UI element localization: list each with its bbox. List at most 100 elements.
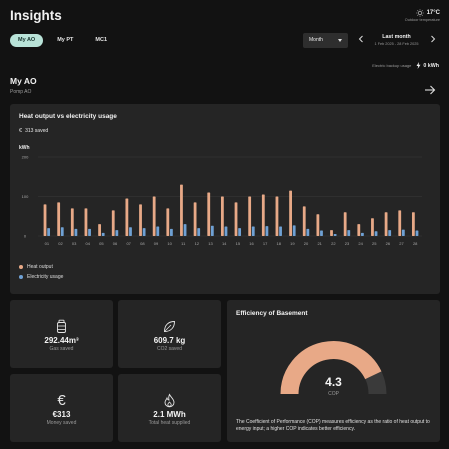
x-tick-label: 04 xyxy=(86,241,91,246)
bar-heat-output xyxy=(180,184,183,236)
stat-card-co2-saved: 609.7 kg CO2 saved xyxy=(118,300,221,368)
x-tick-label: 28 xyxy=(413,241,418,246)
bar-heat-output xyxy=(98,224,101,236)
lightning-icon xyxy=(416,62,421,69)
legend-heat-output: Heat output xyxy=(19,264,63,270)
bar-electricity-usage xyxy=(374,231,378,236)
bar-heat-output xyxy=(70,208,74,236)
bar-electricity-usage xyxy=(388,230,392,236)
tab-my-pt[interactable]: My PT xyxy=(57,37,74,43)
arrow-right-icon xyxy=(425,85,436,95)
chevron-left-icon xyxy=(358,35,363,43)
flame-icon xyxy=(164,393,175,408)
euro-icon: € xyxy=(19,128,23,134)
date-navigator: Last month 1 Feb 2025 - 28 Feb 2025 xyxy=(355,33,440,49)
x-tick-label: 15 xyxy=(236,241,241,246)
chart-saved-summary: € 313 saved xyxy=(19,128,48,134)
bar-heat-output xyxy=(43,204,47,236)
bar-heat-output xyxy=(316,214,320,236)
next-period-button[interactable] xyxy=(429,35,437,45)
bar-heat-output xyxy=(248,196,252,236)
legend-heat-output-swatch xyxy=(19,265,23,269)
device-details-button[interactable] xyxy=(424,82,436,95)
stat-card-total-heat: 2.1 MWh Total heat supplied xyxy=(118,374,221,442)
bar-heat-output xyxy=(343,212,347,236)
bar-heat-output xyxy=(166,208,170,236)
bar-heat-output xyxy=(152,196,156,236)
weather-widget: 17°C Outdoor temperature xyxy=(405,9,440,22)
money-saved-value: €313 xyxy=(52,410,71,419)
x-tick-label: 24 xyxy=(358,241,363,246)
chart-title: Heat output vs electricity usage xyxy=(19,113,117,120)
bar-electricity-usage xyxy=(251,226,255,236)
heat-electricity-bar-chart: kWh 0 100 200 01 02 03 04 05 06 07 08 09 10 11 12 13 14 15… xyxy=(19,145,422,246)
tab-mc1[interactable]: MC1 xyxy=(95,37,108,43)
co2-saved-label: CO2 saved xyxy=(156,346,182,352)
previous-period-button[interactable] xyxy=(357,35,365,45)
cop-gauge xyxy=(280,341,387,395)
legend-electricity-usage: Electricity usage xyxy=(19,274,63,280)
bar-electricity-usage xyxy=(333,234,337,236)
gas-canister-icon xyxy=(57,319,66,333)
gas-saved-label: Gas saved xyxy=(49,346,74,352)
bar-heat-output xyxy=(275,196,279,236)
bar-electricity-usage xyxy=(306,228,310,236)
bar-heat-output xyxy=(411,212,415,236)
legend-heat-output-label: Heat output xyxy=(27,264,53,270)
x-tick-label: 17 xyxy=(263,241,268,246)
bar-electricity-usage xyxy=(347,230,351,236)
device-title: My AO xyxy=(10,76,37,86)
bar-electricity-usage xyxy=(238,228,242,236)
electric-backup-usage: Electric backup usage 0 kWh xyxy=(372,62,439,69)
bar-heat-output xyxy=(289,190,292,236)
x-tick-label: 03 xyxy=(72,241,77,246)
cop-value: 4.3 xyxy=(325,375,342,389)
stat-card-gas-saved: 292.44m³ Gas saved xyxy=(10,300,113,368)
backup-value: 0 kWh xyxy=(423,62,439,69)
x-tick-label: 08 xyxy=(140,241,145,246)
bar-heat-output xyxy=(398,210,402,236)
bar-heat-output xyxy=(384,212,388,236)
bar-electricity-usage xyxy=(415,230,419,236)
chart-saved-value: 313 saved xyxy=(25,128,49,134)
gas-saved-value: 292.44m³ xyxy=(44,336,79,345)
chevron-down-icon xyxy=(338,39,342,42)
bar-heat-output xyxy=(193,202,197,236)
sun-icon xyxy=(415,9,424,17)
page-title: Insights xyxy=(10,8,62,23)
bar-electricity-usage xyxy=(265,226,269,236)
bar-electricity-usage xyxy=(197,228,201,236)
x-tick-label: 27 xyxy=(399,241,404,246)
x-tick-label: 06 xyxy=(113,241,118,246)
bar-heat-output xyxy=(125,198,129,236)
tab-my-ao[interactable]: My AO xyxy=(10,34,44,47)
x-tick-label: 14 xyxy=(222,241,227,246)
efficiency-card: Efficiency of Basement 4.3 COP The Coeff… xyxy=(227,300,440,442)
bar-electricity-usage xyxy=(401,229,405,236)
x-tick-label: 11 xyxy=(181,241,186,246)
bar-heat-output xyxy=(84,208,88,236)
bar-heat-output xyxy=(220,196,224,236)
bar-heat-output xyxy=(111,210,115,236)
stat-card-money-saved: € €313 Money saved xyxy=(10,374,113,442)
chevron-right-icon xyxy=(431,35,436,43)
x-tick-label: 05 xyxy=(99,241,104,246)
x-tick-label: 25 xyxy=(372,241,377,246)
bar-electricity-usage xyxy=(156,226,160,236)
x-tick-label: 16 xyxy=(249,241,254,246)
bar-heat-output xyxy=(371,218,374,236)
bar-electricity-usage xyxy=(101,232,105,236)
x-tick-label: 22 xyxy=(331,241,336,246)
bar-electricity-usage xyxy=(224,226,228,236)
money-saved-label: Money saved xyxy=(46,420,77,426)
bar-electricity-usage xyxy=(361,232,364,236)
period-select[interactable]: Month xyxy=(303,33,348,48)
bar-heat-output xyxy=(57,202,61,236)
legend-electricity-usage-swatch xyxy=(19,275,23,279)
outdoor-temperature-label: Outdoor temperature xyxy=(404,18,440,22)
x-tick-label: 07 xyxy=(126,241,131,246)
x-tick-label: 20 xyxy=(304,241,309,246)
efficiency-title: Efficiency of Basement xyxy=(236,310,308,317)
period-select-value: Month xyxy=(309,37,323,43)
outdoor-temperature: 17°C xyxy=(426,10,440,16)
